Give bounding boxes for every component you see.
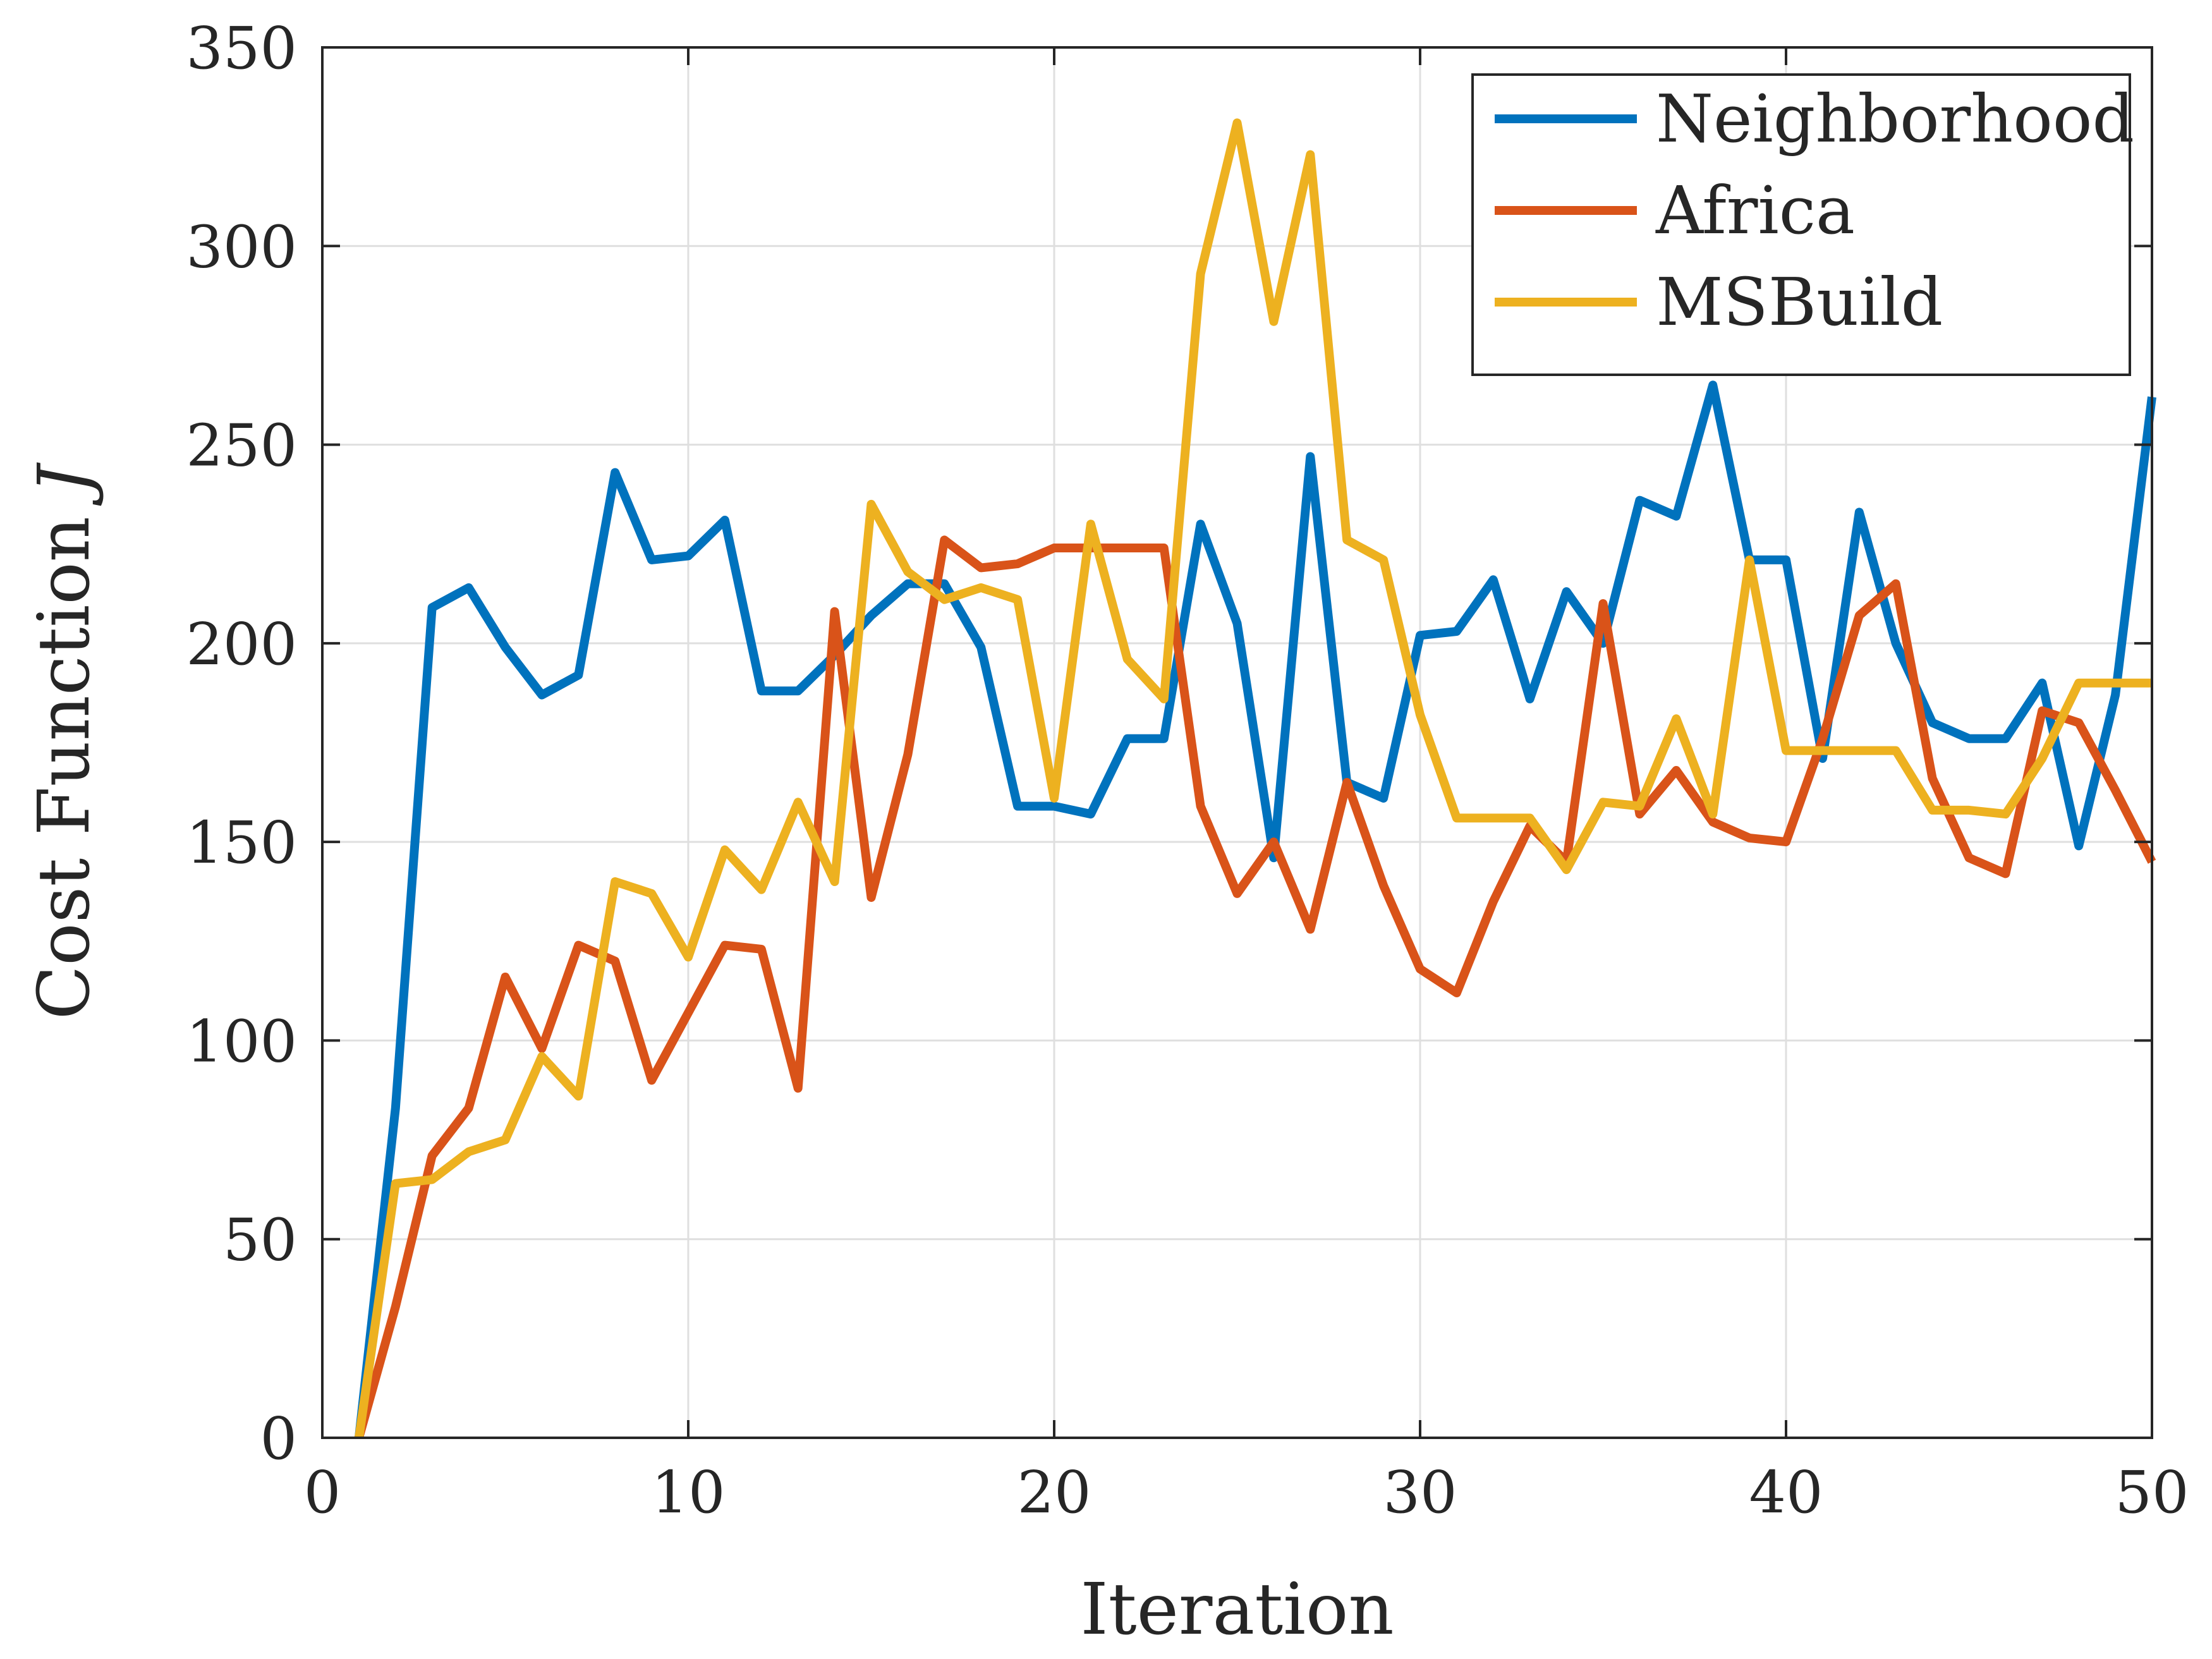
- legend-box: [1471, 73, 2131, 376]
- x-tick-label: 40: [1749, 1459, 1823, 1526]
- y-tick-label: 300: [186, 213, 297, 281]
- y-tick-labels: 0 50 100 150 200 250 300 350: [186, 15, 2152, 1473]
- y-tick-label: 350: [186, 15, 297, 82]
- y-tick-label: 200: [186, 611, 297, 678]
- series-line-msbuild: [354, 118, 2152, 1438]
- y-axis-label-text: Cost Function: [23, 494, 106, 1020]
- legend-label: Africa: [1655, 172, 1855, 249]
- series-line-neighborhood: [354, 380, 2156, 1438]
- legend-label: MSBuild: [1656, 264, 1943, 341]
- x-tick-label: 20: [1017, 1459, 1091, 1526]
- legend: Neighborhood Africa MSBuild: [1471, 73, 2134, 376]
- y-tick-label: 250: [186, 412, 297, 480]
- x-tick-labels: 0 10 20 30 40 50: [304, 47, 2189, 1526]
- x-tick-label: 0: [304, 1459, 341, 1526]
- series-line-africa: [355, 535, 2156, 1439]
- x-tick-label: 10: [651, 1459, 725, 1526]
- y-tick-label: 0: [260, 1405, 297, 1473]
- x-axis-label: Iteration: [1080, 1569, 1394, 1651]
- plot-frame: [321, 46, 2153, 1439]
- y-tick-label: 100: [186, 1007, 297, 1075]
- x-tick-label: 50: [2115, 1459, 2189, 1526]
- y-tick-label: 50: [223, 1206, 297, 1274]
- x-tick-label: 30: [1383, 1459, 1457, 1526]
- legend-label: Neighborhood: [1656, 80, 2134, 157]
- series-lines: [354, 118, 2156, 1439]
- y-tick-label: 150: [186, 809, 297, 877]
- y-axis-label: Cost Function J: [23, 462, 106, 1020]
